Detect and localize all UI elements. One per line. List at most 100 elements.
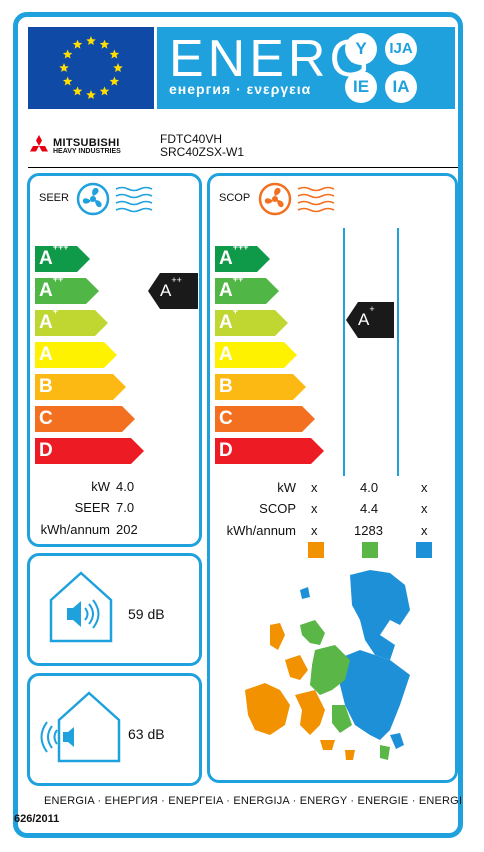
outdoor-speaker-house-icon <box>40 691 121 763</box>
model-indoor: FDTC40VH <box>160 132 223 146</box>
eu-star <box>109 49 120 59</box>
regulation-number: 626/2011 <box>14 813 60 825</box>
scop-cold-scop: x <box>311 501 318 516</box>
indoor-speaker-house-icon <box>49 571 113 643</box>
heating-fan-icon <box>258 182 335 216</box>
seer-class-bar: B <box>35 374 127 400</box>
seer-class-label: C <box>39 408 53 429</box>
seer-row-label-kw: kW <box>91 479 110 494</box>
scop-class-label: A <box>219 344 233 365</box>
eu-star <box>99 39 110 49</box>
scop-class-bar: C <box>215 406 316 432</box>
scop-cold-kw: x <box>311 480 318 495</box>
eu-flag <box>28 27 154 109</box>
divider <box>28 167 458 168</box>
seer-class-label: B <box>39 376 53 397</box>
scop-class-bar: A+ <box>215 305 289 336</box>
energy-subtitle: енергия · ενεργεια <box>169 81 312 97</box>
scop-cold-kwh: x <box>311 523 318 538</box>
scop-class-label: D <box>219 440 233 461</box>
label-frame <box>13 12 463 838</box>
scop-rating-letter: A <box>358 310 370 329</box>
lang-code-ija: IJA <box>385 33 417 65</box>
outdoor-noise-value: 63 dB <box>128 726 165 742</box>
scop-row-label-scop: SCOP <box>259 501 296 516</box>
model-numbers: FDTC40VH SRC40ZSX-W1 <box>160 133 244 159</box>
seer-class-bar: A+ <box>35 305 109 336</box>
scop-class-label: C <box>219 408 233 429</box>
seer-class-label: A+ <box>39 305 58 333</box>
scop-warm-scop: x <box>421 501 428 516</box>
scop-class-bar: A <box>215 342 298 368</box>
eu-stars-icon <box>59 36 123 99</box>
scop-title: SCOP <box>219 192 251 204</box>
eu-star <box>72 86 83 96</box>
eu-star <box>62 76 73 86</box>
eu-star <box>86 90 96 99</box>
scop-class-bar: A+++ <box>215 241 271 272</box>
brand-name: MITSUBISHI <box>53 137 120 149</box>
scop-rating-arrow: A+ <box>346 302 394 338</box>
scop-class-bar: A++ <box>215 273 280 304</box>
model-outdoor: SRC40ZSX-W1 <box>160 145 245 159</box>
scop-warm-kw: x <box>421 480 428 495</box>
scop-class-label: A++ <box>219 273 244 301</box>
seer-row-value-seer: 7.0 <box>116 500 135 515</box>
zone-color-warm <box>416 542 432 558</box>
scop-row-label-kwh: kWh/annum <box>226 523 296 538</box>
europe-climate-map <box>245 570 410 760</box>
scop-class-label: A+++ <box>219 241 249 269</box>
lang-code-ia: IA <box>385 71 417 103</box>
zone-color-cold <box>308 542 324 558</box>
scop-class-label: A+ <box>219 305 238 333</box>
outdoor-noise-panel: 63 dB <box>27 673 202 786</box>
eu-star <box>99 86 110 96</box>
seer-class-label: A+++ <box>39 241 69 269</box>
scop-class-bar: D <box>215 438 325 464</box>
indoor-noise-panel: 59 dB <box>27 553 202 666</box>
seer-class-bar: A <box>35 342 118 368</box>
scop-avg-kw: 4.0 <box>360 480 379 495</box>
eu-star <box>62 49 73 59</box>
brand-subname: HEAVY INDUSTRIES <box>53 148 121 155</box>
scop-zone-divider <box>397 228 399 476</box>
seer-class-label: D <box>39 440 53 461</box>
brand-logo: MITSUBISHI HEAVY INDUSTRIES <box>28 133 148 161</box>
seer-class-bar: D <box>35 438 145 464</box>
scop-avg-scop: 4.4 <box>360 501 379 516</box>
seer-rating-sup: ++ <box>171 275 182 286</box>
seer-row-label-seer: SEER <box>74 500 110 515</box>
energy-title: ENERG <box>169 30 374 88</box>
eu-star <box>113 63 123 72</box>
scop-avg-kwh: 1283 <box>354 523 383 538</box>
seer-title: SEER <box>39 192 69 204</box>
scop-class-bar: B <box>215 374 307 400</box>
seer-rating-arrow: A++ <box>148 273 198 309</box>
three-diamonds-icon <box>30 135 48 152</box>
eu-star <box>86 36 96 45</box>
lang-code-ie: IE <box>345 71 377 103</box>
seer-class-label: A++ <box>39 273 64 301</box>
seer-class-bar: A++ <box>35 273 100 304</box>
seer-class-label: A <box>39 344 53 365</box>
scop-rating-sup: + <box>369 304 375 315</box>
seer-row-value-kwh: 202 <box>116 522 138 537</box>
seer-panel: SEER <box>27 173 202 547</box>
indoor-noise-value: 59 dB <box>128 606 165 622</box>
eu-star <box>109 76 120 86</box>
scop-row-label-kw: kW <box>277 480 296 495</box>
lang-code-y: Y <box>345 33 377 65</box>
eu-star <box>72 39 83 49</box>
seer-rating-letter: A <box>160 281 172 300</box>
scop-panel: SCOP <box>207 173 458 783</box>
scop-warm-kwh: x <box>421 523 428 538</box>
energy-header: ENERG енергия · ενεργεια Y IJA IE IA <box>157 27 455 109</box>
seer-class-bar: C <box>35 406 136 432</box>
footer-languages: ENERGIA · ЕНЕРГИЯ · ΕΝΕΡΓΕΙΑ · ENERGIJA … <box>44 795 463 807</box>
cooling-fan-icon <box>76 182 153 216</box>
scop-class-label: B <box>219 376 233 397</box>
eu-star <box>59 63 69 72</box>
seer-row-label-kwh: kWh/annum <box>40 522 110 537</box>
zone-color-average <box>362 542 378 558</box>
seer-class-bar: A+++ <box>35 241 91 272</box>
